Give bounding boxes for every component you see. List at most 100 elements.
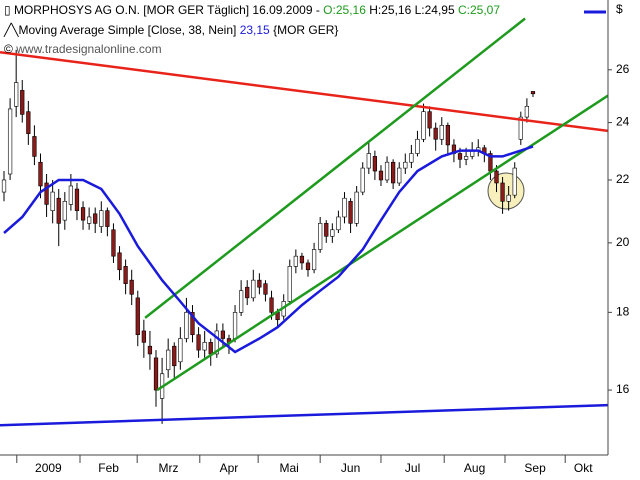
candle-body xyxy=(354,191,359,224)
candle-body xyxy=(129,279,134,295)
candle-body xyxy=(214,330,219,355)
candle-body xyxy=(123,266,128,284)
candle-body xyxy=(7,108,13,175)
trend-line xyxy=(0,403,609,427)
high-low-label: H:25,16 L:24,95 xyxy=(369,3,455,17)
candle-body xyxy=(26,111,31,134)
candle-body xyxy=(360,167,365,193)
instrument: MORPHOSYS AG O.N. [MOR GER Täglich] 16.0… xyxy=(14,3,320,17)
candle-body xyxy=(336,216,341,231)
candle-body xyxy=(348,201,353,224)
candle-body xyxy=(372,156,378,172)
trend-line xyxy=(0,50,609,133)
candle-body xyxy=(62,201,67,221)
y-tick-label: 26 xyxy=(616,62,630,76)
candle-body xyxy=(50,191,55,211)
candle-body xyxy=(105,210,110,227)
candle-body xyxy=(99,210,104,227)
candle-body xyxy=(463,156,469,160)
candle-body xyxy=(190,312,195,336)
candle-body xyxy=(1,179,7,193)
x-tick-label: Aug xyxy=(464,461,485,475)
candle-body xyxy=(208,342,213,355)
highlight-circle xyxy=(487,172,525,210)
candle-body xyxy=(178,338,183,363)
candle-body xyxy=(68,185,74,205)
candle-body xyxy=(38,161,43,187)
candle-body xyxy=(147,345,153,355)
candle-body xyxy=(32,136,37,157)
x-tick-label: Jun xyxy=(341,461,360,475)
candle-body xyxy=(494,170,499,184)
candle-body xyxy=(44,182,49,205)
candle-body xyxy=(427,111,432,129)
x-tick-label: Mai xyxy=(279,461,298,475)
candle-body xyxy=(506,194,511,202)
candle-body xyxy=(196,334,201,351)
candle-body xyxy=(518,116,523,140)
candle-body xyxy=(153,357,159,391)
candle-body xyxy=(318,223,323,250)
candle-body xyxy=(141,330,146,343)
candle-body xyxy=(74,188,80,211)
x-tick-label: 2009 xyxy=(35,461,62,475)
candle-body xyxy=(293,255,298,267)
x-tick-label: Feb xyxy=(98,461,119,475)
y-tick-label: 20 xyxy=(616,235,630,249)
candle-body xyxy=(56,197,61,224)
close-label: C:25,07 xyxy=(458,3,500,17)
candle-body xyxy=(378,170,384,181)
candle-body xyxy=(366,153,371,169)
candle-body xyxy=(305,262,311,271)
x-tick-label: Jul xyxy=(405,461,420,475)
candle-body xyxy=(439,125,444,140)
currency-label: $ xyxy=(616,2,623,16)
candle-body xyxy=(111,229,116,257)
candle-body xyxy=(500,182,505,202)
candle-body xyxy=(87,216,92,224)
candle-body xyxy=(14,82,19,107)
candle-body xyxy=(524,105,530,118)
candle-body xyxy=(80,207,86,221)
open-label: O:25,16 xyxy=(323,3,366,17)
y-tick-label: 22 xyxy=(616,172,630,186)
candle-body xyxy=(239,290,244,313)
candle-body xyxy=(415,138,420,154)
indicator-symbol: {MOR GER} xyxy=(273,23,338,37)
candle-body xyxy=(166,349,171,371)
candle-body xyxy=(184,312,189,339)
marks: 16 18 20 22 24 26 2009 Feb Mrz Apr Mai Jun Jul Aug Sep… xyxy=(0,17,630,475)
y-tick-label: 16 xyxy=(616,382,630,396)
candle-body xyxy=(299,255,305,264)
site: www.tradesignalonline.com xyxy=(15,42,161,56)
candle-body xyxy=(135,297,140,336)
x-tick-label: Okt xyxy=(574,461,593,475)
y-tick-label: 24 xyxy=(616,115,630,129)
candle-body xyxy=(391,161,396,184)
candle-body xyxy=(232,312,238,339)
candle-body xyxy=(403,161,408,169)
candle-body xyxy=(397,167,402,184)
candle-body xyxy=(202,342,207,351)
candle-body xyxy=(421,111,426,140)
x-tick-label: Mrz xyxy=(158,461,178,475)
indicator-name: Moving Average Simple [Close, 38, Nein] xyxy=(18,23,236,37)
x-tick-label: Apr xyxy=(220,461,239,475)
candle-body xyxy=(384,161,390,181)
site-label: © www.tradesignalonline.com xyxy=(4,42,162,56)
candle-body xyxy=(220,330,226,339)
trend-line xyxy=(156,94,609,392)
candle-body xyxy=(269,297,274,313)
candle-body xyxy=(409,153,414,163)
header-line-1: ▯ MORPHOSYS AG O.N. [MOR GER Täglich] 16… xyxy=(4,3,500,17)
candle-body xyxy=(287,266,292,302)
trend-line xyxy=(144,17,526,319)
candle-body xyxy=(20,90,25,115)
indicator-value: 23,15 xyxy=(240,23,270,37)
candle-body xyxy=(530,91,536,95)
candle-body xyxy=(251,279,256,299)
candle-body xyxy=(330,229,335,237)
candle-body xyxy=(512,167,517,196)
candle-body xyxy=(257,279,262,288)
